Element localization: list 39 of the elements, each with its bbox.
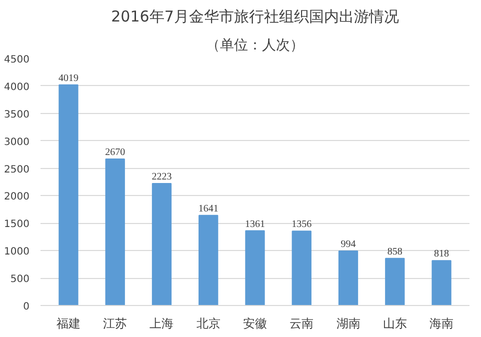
y-tick-label: 2500 — [4, 164, 30, 176]
bar — [58, 84, 78, 306]
y-tick-label: 3000 — [4, 136, 30, 148]
y-tick-label: 4500 — [4, 54, 30, 66]
x-tick-label: 北京 — [196, 316, 220, 330]
bar — [245, 230, 265, 306]
x-tick-label: 山东 — [382, 316, 407, 330]
chart-title: 2016年7月金华市旅行社组织国内出游情况 — [111, 8, 399, 26]
chart-subtitle: （单位：人次） — [206, 38, 304, 54]
x-tick-label: 海南 — [430, 316, 454, 330]
data-label: 818 — [434, 248, 450, 260]
bar — [198, 214, 218, 306]
y-tick-label: 1000 — [4, 246, 30, 258]
x-tick-label: 江苏 — [103, 316, 128, 330]
bar — [385, 258, 405, 306]
y-tick-label: 3500 — [4, 109, 30, 120]
x-tick-label: 湖南 — [336, 316, 360, 330]
data-label: 1356 — [292, 219, 312, 230]
x-tick-label: 上海 — [150, 316, 174, 330]
bar — [292, 230, 312, 306]
y-tick-label: 1500 — [4, 219, 30, 230]
bar — [338, 250, 358, 306]
x-tick-label: 安徽 — [243, 316, 267, 330]
bar — [105, 158, 125, 306]
data-label: 2670 — [105, 146, 126, 158]
bar — [152, 182, 172, 306]
bar — [432, 260, 452, 306]
x-tick-label: 福建 — [56, 316, 80, 330]
data-label: 994 — [340, 238, 356, 250]
data-label: 858 — [387, 246, 402, 258]
y-tick-label: 2000 — [4, 192, 30, 203]
y-tick-label: 500 — [10, 274, 30, 286]
y-tick-label: 0 — [23, 302, 30, 312]
y-tick-label: 4000 — [4, 82, 30, 93]
data-label: 1361 — [245, 218, 265, 230]
data-label: 1641 — [198, 203, 218, 214]
data-label: 4019 — [58, 72, 78, 84]
x-tick-label: 云南 — [290, 316, 314, 330]
data-label: 2223 — [152, 171, 172, 182]
